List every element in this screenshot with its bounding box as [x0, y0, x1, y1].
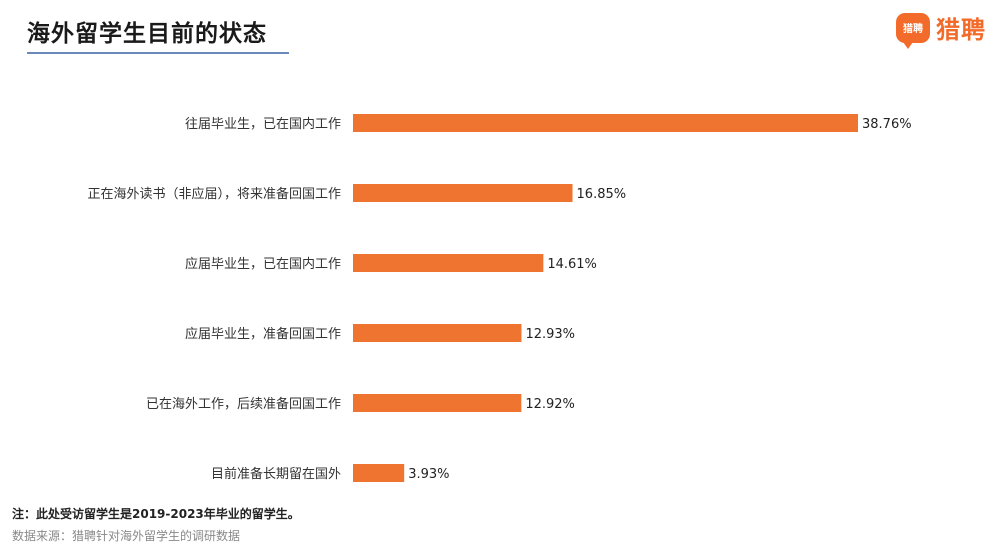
logo-badge-label: 猎聘 — [903, 24, 923, 35]
category-label: 应届毕业生，准备回国工作 — [185, 326, 341, 342]
bar — [353, 394, 522, 412]
footnote: 注：此处受访留学生是2019-2023年毕业的留学生。 — [12, 507, 300, 521]
chart-title: 海外留学生目前的状态 — [27, 21, 267, 47]
category-label: 正在海外读书（非应届），将来准备回国工作 — [87, 186, 341, 202]
data-label: 38.76% — [862, 117, 912, 132]
bar — [353, 114, 858, 132]
logo-badge-icon: 猎聘 — [896, 12, 930, 49]
data-label: 12.93% — [525, 327, 575, 342]
data-label: 16.85% — [577, 187, 627, 202]
logo-text: 猎聘 — [936, 16, 986, 44]
category-label: 已在海外工作，后续准备回国工作 — [146, 396, 341, 412]
category-label: 往届毕业生，已在国内工作 — [185, 116, 341, 132]
data-label: 14.61% — [547, 257, 597, 272]
data-source: 数据来源：猎聘针对海外留学生的调研数据 — [12, 529, 241, 543]
bar — [353, 324, 522, 342]
data-label: 12.92% — [525, 397, 575, 412]
category-label: 应届毕业生，已在国内工作 — [185, 256, 341, 272]
liepin-logo: 猎聘 猎聘 — [896, 10, 986, 49]
bar — [353, 254, 544, 272]
bar — [353, 464, 405, 482]
bar — [353, 184, 573, 202]
title-underline — [27, 52, 289, 54]
data-label: 3.93% — [408, 467, 449, 482]
category-label: 目前准备长期留在国外 — [211, 466, 341, 482]
